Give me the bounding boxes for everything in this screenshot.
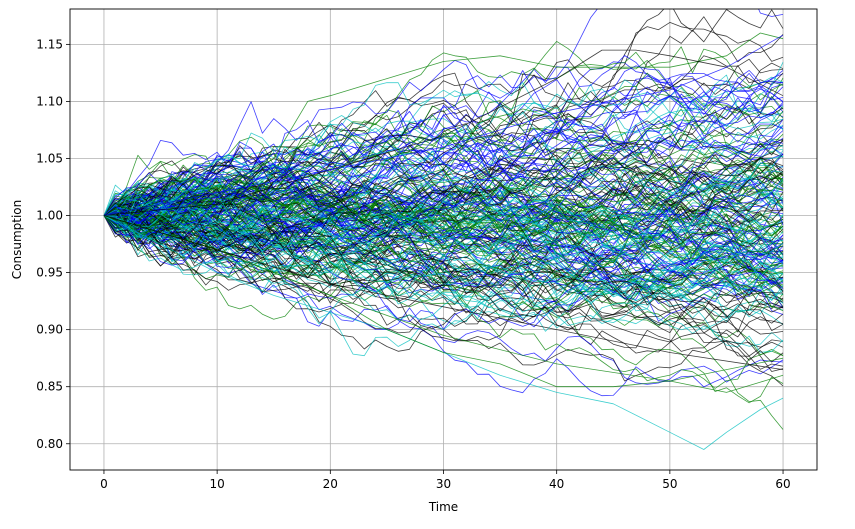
- simulated-path-line: [103, 171, 784, 311]
- simulated-path-line: [103, 41, 784, 220]
- highlighted-path-line: [103, 34, 784, 216]
- simulated-path-line: [103, 194, 784, 268]
- simulated-path-line: [103, 163, 784, 258]
- simulated-path-line: [103, 187, 784, 253]
- simulated-path-line: [103, 102, 784, 226]
- x-tick-label: 0: [100, 477, 108, 491]
- simulated-path-line: [103, 150, 784, 267]
- simulated-path-line: [103, 52, 784, 226]
- simulated-path-line: [103, 9, 784, 216]
- simulated-path-line: [103, 60, 784, 231]
- simulated-path-line: [103, 96, 784, 226]
- simulated-path-line: [103, 212, 784, 314]
- simulated-path-line: [103, 214, 784, 334]
- x-tick-label: 40: [549, 477, 564, 491]
- simulated-path-line: [103, 203, 784, 294]
- simulated-path-line: [103, 215, 784, 329]
- simulated-path-line: [103, 203, 784, 322]
- simulated-path-line: [103, 209, 784, 387]
- simulated-path-line: [103, 113, 784, 224]
- simulated-path-line: [103, 207, 784, 323]
- simulated-path-line: [103, 215, 784, 382]
- y-tick-label: 0.95: [36, 266, 63, 280]
- simulated-path-line: [103, 152, 784, 224]
- y-axis: 0.80 0.85 0.90 0.95 1.00 1.05 1.10 1.15: [36, 37, 70, 451]
- simulated-path-line: [103, 196, 784, 353]
- simulated-path-line: [103, 215, 784, 370]
- y-tick-label: 1.15: [36, 37, 63, 51]
- x-axis: 0 10 20 30 40 50 60: [100, 470, 791, 491]
- simulated-path-line: [103, 124, 784, 216]
- simulated-path-line: [103, 182, 784, 320]
- simulated-path-line: [103, 215, 784, 294]
- y-tick-label: 1.05: [36, 151, 63, 165]
- simulated-path-line: [103, 164, 784, 261]
- simulated-path-line: [103, 147, 784, 249]
- simulated-path-line: [103, 183, 784, 246]
- simulated-path-line: [103, 9, 784, 234]
- plot-area: [103, 9, 784, 450]
- simulated-path-line: [103, 198, 784, 271]
- simulated-path-line: [103, 70, 784, 226]
- simulated-path-line: [103, 105, 784, 244]
- simulated-path-line: [103, 214, 784, 275]
- simulated-path-line: [103, 154, 784, 267]
- simulated-path-line: [103, 160, 784, 243]
- simulated-path-line: [103, 215, 784, 325]
- simulated-path-line: [103, 65, 784, 220]
- simulated-path-line: [103, 191, 784, 265]
- highlighted-path-line: [103, 49, 784, 216]
- y-tick-label: 1.10: [36, 94, 63, 108]
- simulated-path-line: [103, 100, 784, 219]
- y-tick-label: 0.90: [36, 323, 63, 337]
- x-tick-label: 60: [775, 477, 790, 491]
- highlighted-path-line: [103, 215, 784, 370]
- simulated-path-line: [103, 212, 784, 357]
- x-tick-label: 50: [662, 477, 677, 491]
- y-tick-label: 0.80: [36, 437, 63, 451]
- y-tick-label: 0.85: [36, 380, 63, 394]
- simulated-path-line: [103, 154, 784, 224]
- simulated-path-line: [103, 83, 784, 216]
- simulated-path-line: [103, 179, 784, 260]
- x-tick-label: 30: [436, 477, 451, 491]
- y-tick-label: 1.00: [36, 209, 63, 223]
- x-tick-label: 10: [209, 477, 224, 491]
- simulated-path-line: [103, 206, 784, 330]
- highlighted-path-line: [103, 215, 784, 450]
- simulated-path-line: [103, 153, 784, 247]
- simulated-path-line: [103, 200, 784, 269]
- simulated-path-line: [103, 123, 784, 237]
- simulated-path-line: [103, 147, 784, 273]
- x-tick-label: 20: [323, 477, 338, 491]
- simulated-path-line: [103, 178, 784, 264]
- y-axis-label: Consumption: [10, 200, 24, 279]
- simulated-path-line: [103, 200, 784, 333]
- simulated-path-line: [103, 140, 784, 216]
- simulated-path-line: [103, 166, 784, 256]
- simulated-path-line: [103, 9, 784, 216]
- x-axis-label: Time: [428, 500, 458, 514]
- simulated-path-line: [103, 163, 784, 223]
- highlighted-path-line: [103, 32, 784, 216]
